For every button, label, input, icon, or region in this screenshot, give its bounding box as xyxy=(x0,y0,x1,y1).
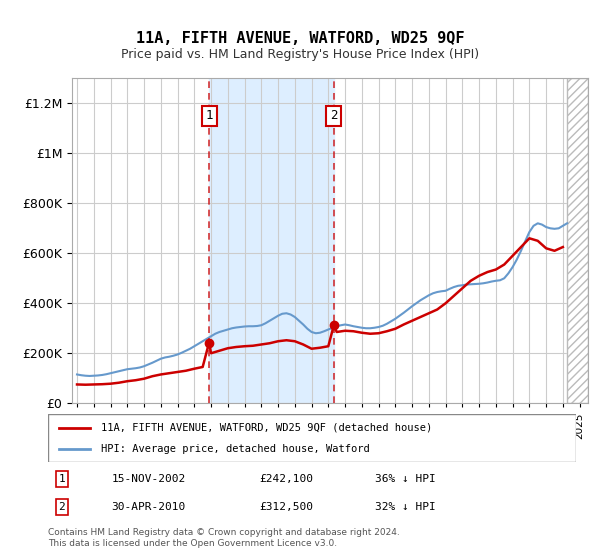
Text: 32% ↓ HPI: 32% ↓ HPI xyxy=(376,502,436,512)
Text: 30-APR-2010: 30-APR-2010 xyxy=(112,502,185,512)
Text: 11A, FIFTH AVENUE, WATFORD, WD25 9QF (detached house): 11A, FIFTH AVENUE, WATFORD, WD25 9QF (de… xyxy=(101,423,432,433)
Text: 2: 2 xyxy=(330,109,338,123)
Bar xyxy=(567,78,588,403)
Text: 1: 1 xyxy=(59,474,65,484)
Text: £312,500: £312,500 xyxy=(259,502,313,512)
Text: 36% ↓ HPI: 36% ↓ HPI xyxy=(376,474,436,484)
Text: Contains HM Land Registry data © Crown copyright and database right 2024.: Contains HM Land Registry data © Crown c… xyxy=(48,528,400,537)
Text: HPI: Average price, detached house, Watford: HPI: Average price, detached house, Watf… xyxy=(101,444,370,454)
Text: 1: 1 xyxy=(205,109,213,123)
Text: 15-NOV-2002: 15-NOV-2002 xyxy=(112,474,185,484)
FancyBboxPatch shape xyxy=(48,414,576,462)
Text: 11A, FIFTH AVENUE, WATFORD, WD25 9QF: 11A, FIFTH AVENUE, WATFORD, WD25 9QF xyxy=(136,31,464,46)
Bar xyxy=(209,78,334,403)
Text: £242,100: £242,100 xyxy=(259,474,313,484)
Bar xyxy=(567,78,588,403)
Text: Price paid vs. HM Land Registry's House Price Index (HPI): Price paid vs. HM Land Registry's House … xyxy=(121,48,479,60)
Text: 2: 2 xyxy=(59,502,65,512)
Text: This data is licensed under the Open Government Licence v3.0.: This data is licensed under the Open Gov… xyxy=(48,539,337,548)
